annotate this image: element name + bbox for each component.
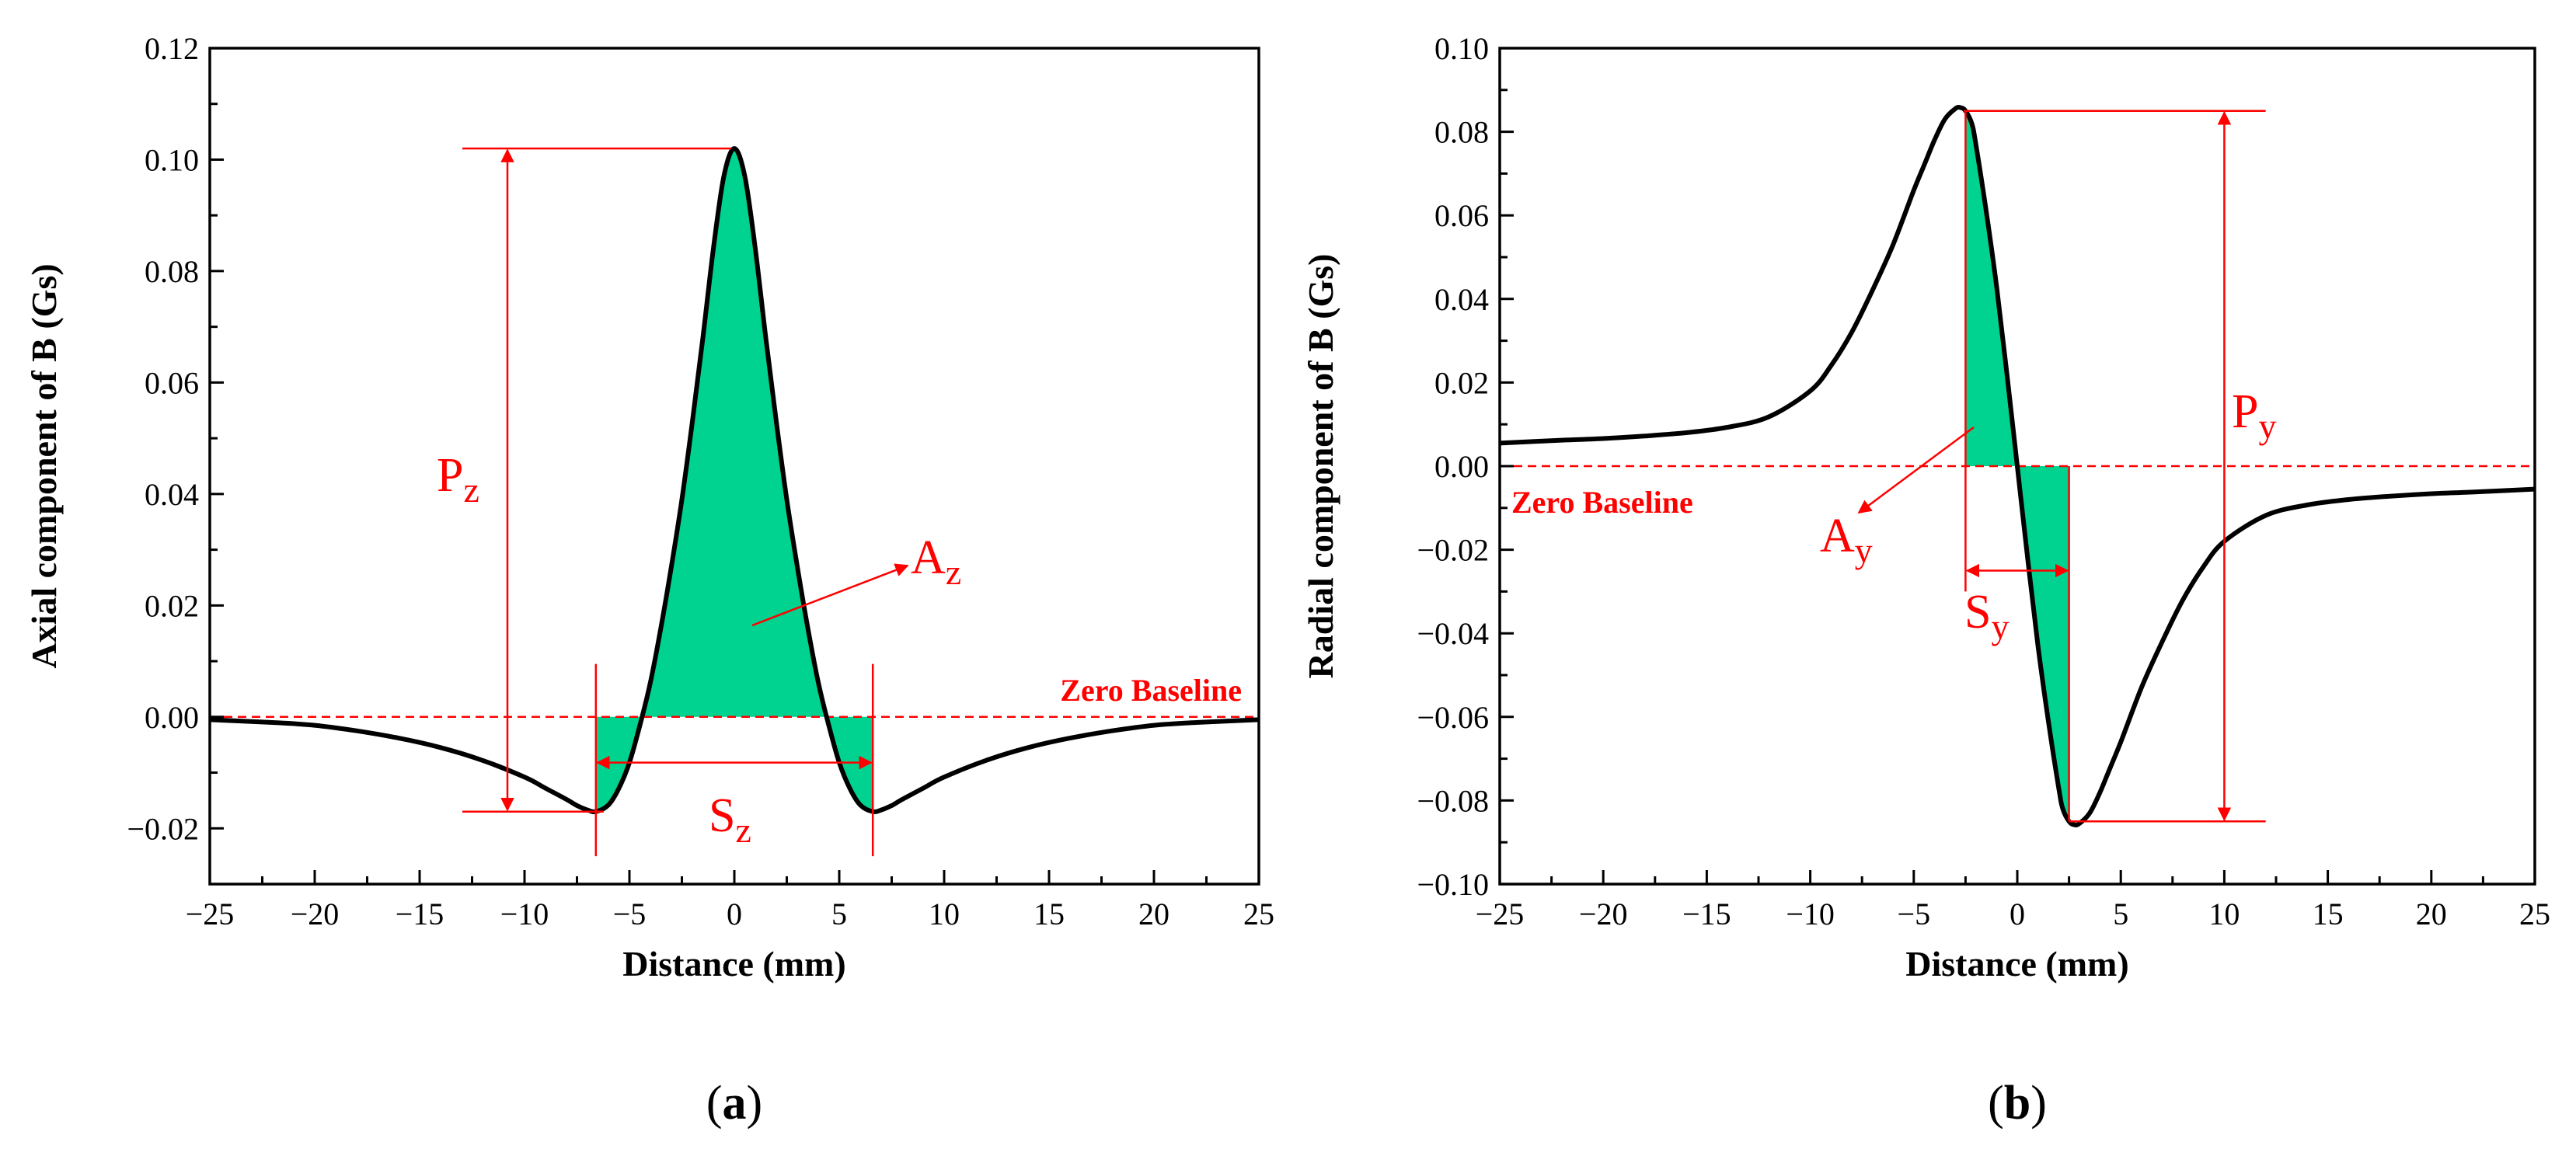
x-tick-label: −25	[1476, 897, 1525, 931]
x-tick-label: −15	[396, 897, 444, 931]
x-tick-label: 15	[2313, 897, 2344, 931]
x-tick-label: 0	[2010, 897, 2025, 931]
x-tick-label: −20	[1579, 897, 1628, 931]
x-tick-label: −25	[186, 897, 235, 931]
panel-b: −25 −20 −15 −10 −5 0 5 10 15 20 25 −0.10 −0.08 −0.06…	[1301, 31, 2550, 1130]
series-line-radial	[1499, 105, 2536, 827]
x-tick-label: −5	[613, 897, 647, 931]
plot-frame-b	[1498, 47, 2536, 886]
area-label-a: Az	[911, 531, 961, 592]
y-tick-labels-a: −0.02 0.00 0.02 0.04 0.06 0.08 0.10 0.12	[127, 31, 199, 846]
panel-label-b: (b)	[1988, 1077, 2047, 1130]
x-tick-label: 0	[727, 897, 742, 931]
x-tick-label: 10	[2208, 897, 2240, 931]
y-axis-title-a: Axial component of B (Gs)	[24, 263, 64, 668]
annotations-b	[1857, 110, 2266, 823]
x-tick-label: 20	[1138, 897, 1169, 931]
y-tick-label: 0.00	[1434, 449, 1489, 484]
x-tick-label: 20	[2416, 897, 2447, 931]
x-tick-label: 25	[2519, 897, 2550, 931]
y-tick-label: −0.10	[1417, 867, 1489, 902]
y-tick-label: −0.04	[1417, 616, 1489, 651]
x-tick-label: 25	[1243, 897, 1274, 931]
peak-label-a: Pz	[437, 449, 479, 510]
area-fill-segment	[595, 148, 873, 812]
x-tick-label: −5	[1898, 897, 1931, 931]
y-tick-label: 0.10	[145, 142, 199, 177]
y-tick-label: 0.04	[145, 477, 199, 512]
x-tick-label: 15	[1034, 897, 1065, 931]
area-pointer	[1857, 426, 1975, 514]
zero-baseline-label-b: Zero Baseline	[1511, 485, 1693, 520]
y-tick-label: 0.06	[1434, 198, 1489, 233]
span-label-b: Sy	[1964, 586, 2009, 646]
peak-label-b: Py	[2232, 385, 2276, 446]
y-tick-label: −0.02	[1417, 533, 1489, 568]
y-tick-label: −0.02	[127, 811, 199, 846]
x-tick-labels-b: −25 −20 −15 −10 −5 0 5 10 15 20 25	[1476, 897, 2550, 931]
area-fill-a	[595, 148, 873, 812]
x-tick-label: 10	[929, 897, 960, 931]
y-tick-label: 0.04	[1434, 282, 1489, 317]
x-tick-label: 5	[831, 897, 847, 931]
panel-label-a: (a)	[706, 1077, 762, 1130]
y-tick-label: −0.08	[1417, 783, 1489, 818]
y-tick-label: 0.02	[1434, 365, 1489, 400]
span-label-a: Sz	[709, 789, 751, 850]
x-tick-labels-a: −25 −20 −15 −10 −5 0 5 10 15 20 25	[186, 897, 1274, 931]
zero-baseline-label-a: Zero Baseline	[1060, 673, 1242, 708]
y-tick-labels-b: −0.10 −0.08 −0.06 −0.04 −0.02 0.00 0.02 0.04 0.0…	[1417, 31, 1489, 902]
series-line-axial	[209, 146, 1260, 815]
panel-a: −25 −20 −15 −10 −5 0 5 10 15 20 25 −0.02 0.00 0.02 0.…	[24, 31, 1274, 1130]
y-tick-label: 0.06	[145, 365, 199, 400]
x-axis-title-a: Distance (mm)	[622, 944, 845, 984]
area-label-b: Ay	[1820, 510, 1873, 570]
annotations-a	[462, 147, 909, 857]
y-tick-label: 0.08	[145, 254, 199, 289]
x-tick-label: 5	[2113, 897, 2128, 931]
x-tick-label: −10	[1786, 897, 1835, 931]
area-pointer	[751, 563, 909, 627]
y-tick-label: 0.08	[1434, 115, 1489, 150]
y-axis-title-b: Radial component of B (Gs)	[1301, 254, 1340, 679]
x-tick-label: −15	[1682, 897, 1731, 931]
y-tick-label: 0.00	[145, 700, 199, 735]
y-tick-label: 0.12	[145, 31, 199, 66]
y-tick-label: 0.02	[145, 588, 199, 623]
y-tick-label: −0.06	[1417, 700, 1489, 735]
x-tick-label: −20	[291, 897, 340, 931]
x-tick-label: −10	[500, 897, 549, 931]
x-axis-title-b: Distance (mm)	[1905, 944, 2128, 984]
plot-frame-a	[208, 47, 1260, 886]
y-tick-label: 0.10	[1434, 31, 1489, 66]
